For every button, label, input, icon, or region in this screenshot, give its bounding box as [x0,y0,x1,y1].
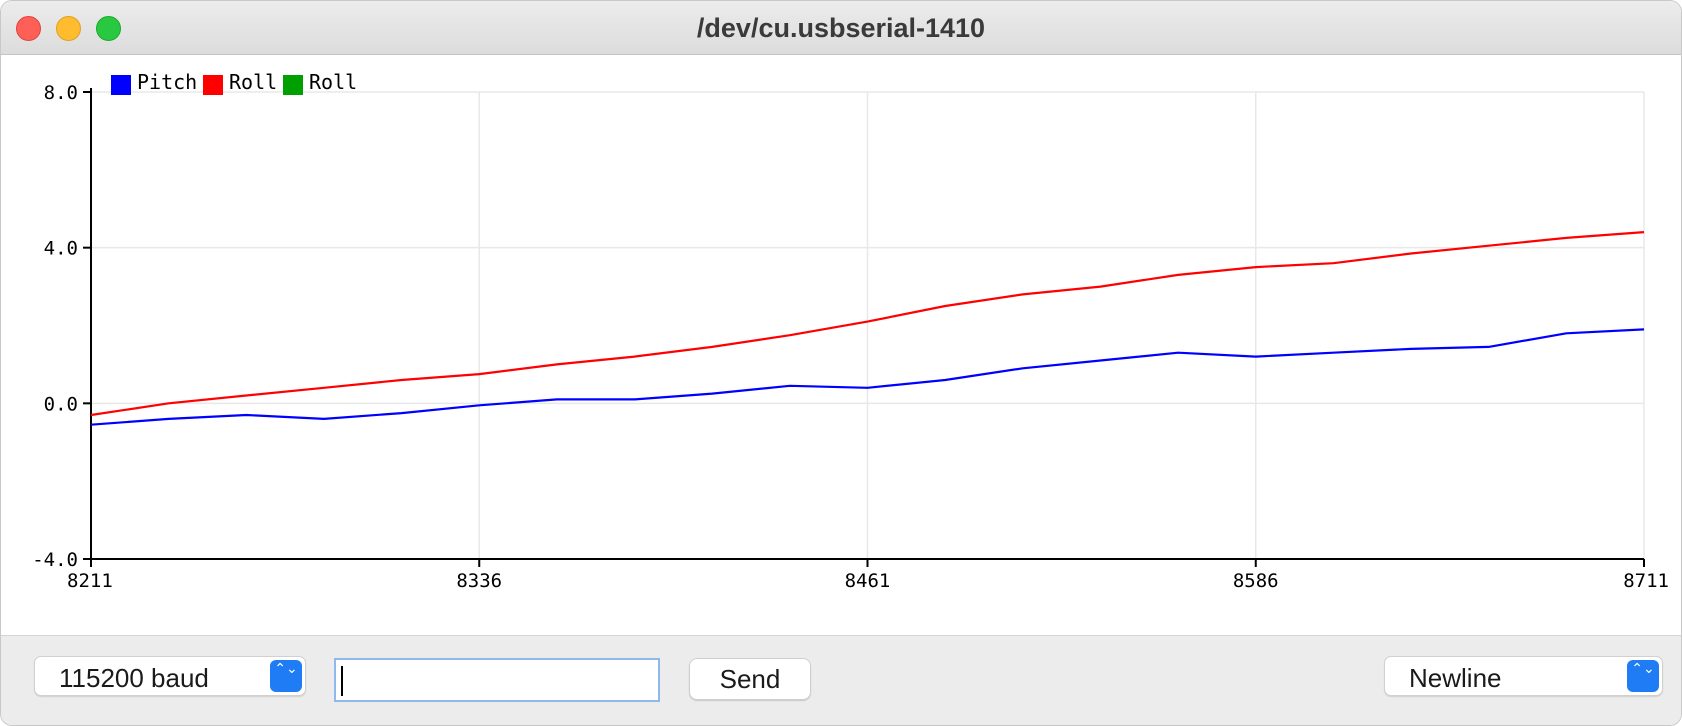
stepper-glyph: ⌃⌄ [1631,661,1655,677]
legend-swatch [283,75,303,95]
chevron-up-down-icon: ⌃⌄ [1627,660,1659,692]
close-window-button[interactable] [16,16,41,41]
x-tick-label: 8586 [1233,570,1279,592]
legend-swatch [111,75,131,95]
text-caret [341,666,343,696]
y-tick-label: 0.0 [44,393,78,415]
x-tick-label: 8711 [1623,570,1669,592]
stepper-glyph: ⌃⌄ [274,661,298,677]
y-tick-label: -4.0 [32,549,78,571]
line-ending-value: Newline [1409,663,1502,693]
legend-label: Pitch [137,70,197,94]
bottom-toolbar: 115200 baud ⌃⌄ Send Newline ⌃⌄ [1,635,1681,725]
baud-rate-value: 115200 baud [59,663,209,693]
window-title: /dev/cu.usbserial-1410 [696,13,986,43]
x-tick-label: 8336 [456,570,502,592]
legend-label: Roll [309,70,357,94]
legend-label: Roll [229,70,277,94]
x-tick-label: 8461 [845,570,891,592]
minimize-window-button[interactable] [56,16,81,41]
y-tick-label: 8.0 [44,82,78,104]
line-ending-select[interactable]: Newline ⌃⌄ [1384,656,1663,696]
x-tick-label: 8211 [67,570,113,592]
chevron-up-down-icon: ⌃⌄ [270,660,302,692]
legend-swatch [203,75,223,95]
line-chart: 8211 8336 8461 8586 8711 -4.0 0.0 4.0 8.0 Pitch Ro… [32,70,1669,592]
baud-rate-select[interactable]: 115200 baud ⌃⌄ [34,656,306,696]
send-button[interactable]: Send [689,658,811,700]
message-input[interactable] [334,658,660,702]
title-bar[interactable]: /dev/cu.usbserial-1410 [1,1,1681,55]
zoom-window-button[interactable] [96,16,121,41]
y-tick-label: 4.0 [44,238,78,260]
plot-area: 8211 8336 8461 8586 8711 -4.0 0.0 4.0 8.0 Pitch Ro… [1,55,1681,635]
